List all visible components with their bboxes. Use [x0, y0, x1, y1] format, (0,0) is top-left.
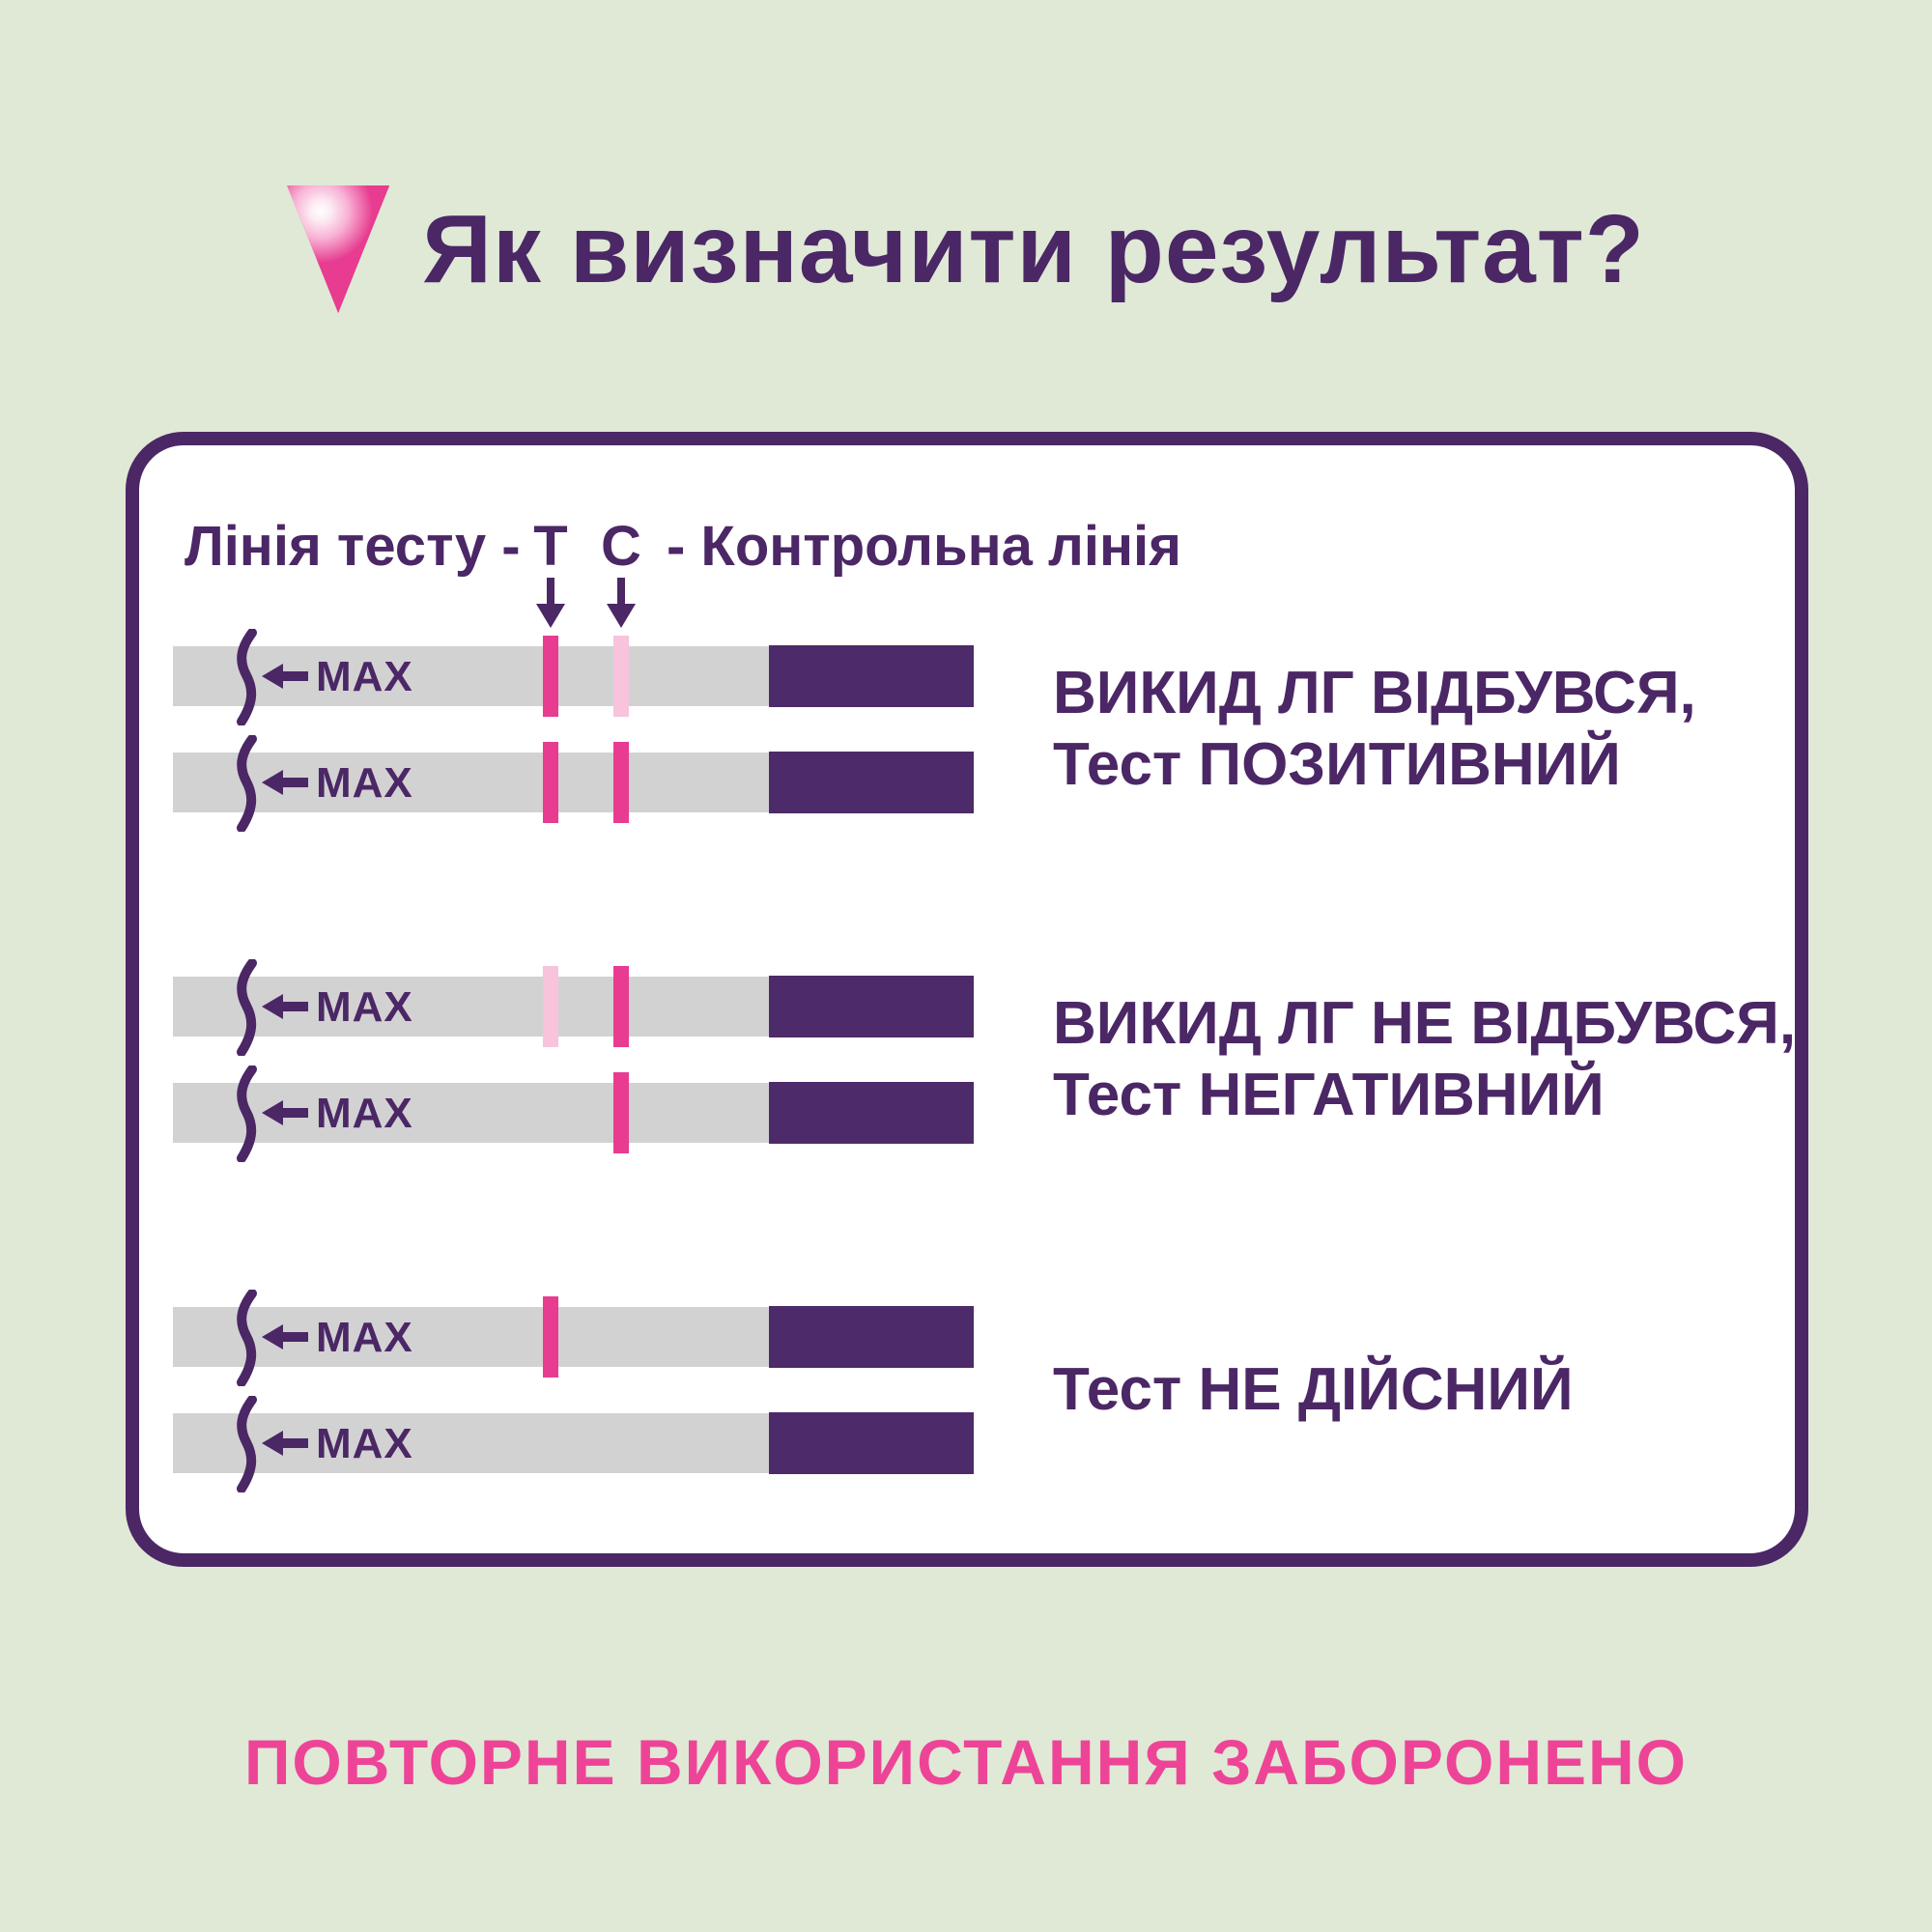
legend-c-marker: С	[601, 515, 641, 578]
strip-tear-squiggle-icon	[237, 1290, 257, 1386]
brand-triangle-icon	[287, 185, 390, 313]
strip-handle	[769, 752, 974, 813]
max-label: MAX	[316, 1090, 413, 1137]
result-description-line: Тест ПОЗИТИВНИЙ	[1053, 731, 1621, 798]
test-strip: MAX	[173, 959, 974, 1056]
result-group-1: MAX MAX ВИКИД ЛГ ВІДБУВСЯ, Тест ПОЗИТИВНИЙ	[173, 629, 1779, 832]
strip-tear-squiggle-icon	[237, 1396, 257, 1492]
max-level-arrow-icon	[262, 994, 308, 1019]
c-line-pointer-arrow-icon	[607, 578, 636, 628]
max-level-arrow-icon	[262, 770, 308, 795]
result-group-3: MAX MAX Тест НЕ ДІЙСНИЙ	[173, 1290, 1779, 1492]
strip-handle	[769, 1412, 974, 1474]
result-description: Тест НЕ ДІЙСНИЙ	[974, 1307, 1574, 1473]
max-label: MAX	[316, 1420, 413, 1467]
test-strip: MAX	[173, 629, 974, 725]
legend-control-line-label: - Контрольна лінія	[667, 515, 1181, 578]
c-line	[613, 636, 629, 717]
test-strip: MAX	[173, 1065, 974, 1162]
strip-stack: MAX MAX	[173, 959, 974, 1162]
t-line	[543, 966, 558, 1047]
max-label: MAX	[316, 653, 413, 700]
max-level-arrow-icon	[262, 1100, 308, 1125]
max-label: MAX	[316, 983, 413, 1031]
result-description-line: ВИКИД ЛГ ВІДБУВСЯ,	[1053, 660, 1696, 726]
c-line	[613, 742, 629, 823]
max-label: MAX	[316, 759, 413, 807]
result-group-2: MAX MAX ВИКИД ЛГ НЕ ВІДБУВСЯ, Тест НЕГАТИВН…	[173, 959, 1796, 1162]
c-line	[613, 1072, 629, 1153]
result-description-line: Тест НЕГАТИВНИЙ	[1053, 1062, 1605, 1128]
t-line-pointer-arrow-icon	[536, 578, 565, 628]
page-title: Як визначити результат?	[422, 195, 1645, 303]
test-strip: MAX	[173, 1396, 974, 1492]
result-description-line: Тест НЕ ДІЙСНИЙ	[1053, 1356, 1574, 1423]
strip-handle	[769, 1306, 974, 1368]
legend-t-marker: Т	[533, 515, 568, 578]
strip-tear-squiggle-icon	[237, 629, 257, 725]
strip-tear-squiggle-icon	[237, 735, 257, 832]
header: Як визначити результат?	[0, 185, 1932, 313]
result-description: ВИКИД ЛГ ВІДБУВСЯ, Тест ПОЗИТИВНИЙ	[974, 646, 1696, 812]
max-label: MAX	[316, 1314, 413, 1361]
strip-tear-squiggle-icon	[237, 1065, 257, 1162]
strip-stack: MAX MAX	[173, 629, 974, 832]
t-line	[543, 1296, 558, 1378]
strip-handle	[769, 976, 974, 1037]
legend-test-line-label: Лінія тесту -	[185, 515, 521, 578]
t-line	[543, 636, 558, 717]
test-strip: MAX	[173, 735, 974, 832]
max-level-arrow-icon	[262, 1431, 308, 1456]
strip-handle	[769, 645, 974, 707]
footer-warning: ПОВТОРНЕ ВИКОРИСТАННЯ ЗАБОРОНЕНО	[243, 1726, 1689, 1798]
strip-tear-squiggle-icon	[237, 959, 257, 1056]
result-description: ВИКИД ЛГ НЕ ВІДБУВСЯ, Тест НЕГАТИВНИЙ	[974, 977, 1796, 1143]
test-strip: MAX	[173, 1290, 974, 1386]
max-level-arrow-icon	[262, 664, 308, 689]
result-description-line: ВИКИД ЛГ НЕ ВІДБУВСЯ,	[1053, 990, 1797, 1057]
c-line	[613, 966, 629, 1047]
strip-handle	[769, 1082, 974, 1144]
results-card: Лінія тесту - Т С - Контрольна лінія MAX…	[126, 432, 1808, 1567]
strip-stack: MAX MAX	[173, 1290, 974, 1492]
max-level-arrow-icon	[262, 1324, 308, 1350]
t-line	[543, 742, 558, 823]
